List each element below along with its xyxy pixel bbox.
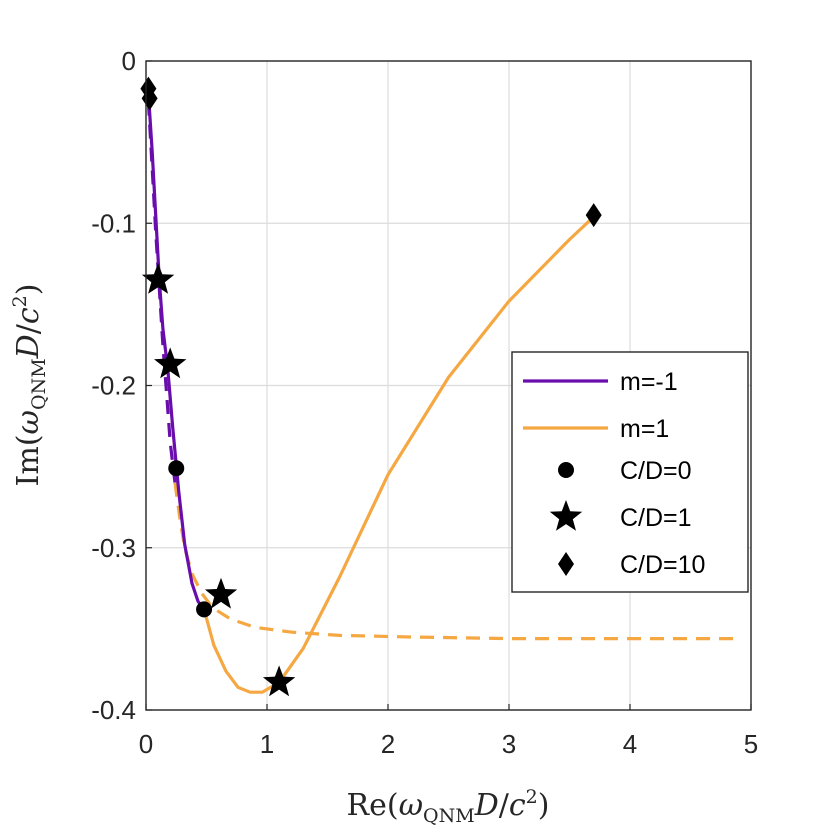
- legend-label: C/D=10: [620, 551, 705, 579]
- x-tick-label: 3: [502, 729, 516, 759]
- diamond-marker: [585, 203, 602, 228]
- legend-label: m=-1: [620, 368, 678, 396]
- svg-text:Im(ωQNMD/c2): Im(ωQNMD/c2): [9, 284, 50, 487]
- y-tick-label: -0.2: [91, 371, 136, 401]
- star-marker: [204, 577, 238, 609]
- star-marker: [262, 665, 296, 697]
- series-lines: [146, 93, 739, 694]
- star-marker: [154, 347, 187, 379]
- tick-labels: 0 1 2 3 4 5 0 -0.1 -0.2 -0.3 -0.4: [91, 46, 758, 759]
- legend-label: m=1: [620, 415, 669, 443]
- circle-marker: [168, 460, 185, 477]
- legend-star-marker: [549, 500, 583, 531]
- star-marker: [141, 263, 175, 294]
- legend-label: C/D=1: [620, 504, 692, 532]
- legend: m=-1 m=1 C/D=0 C/D=1 C/D=10: [511, 351, 749, 593]
- y-tick-label: 0: [122, 46, 136, 76]
- tick-marks: [145, 60, 752, 711]
- legend-circle-marker: [558, 462, 574, 478]
- legend-label: C/D=0: [620, 457, 692, 485]
- svg-text:Re(ωQNMD/c2): Re(ωQNMD/c2): [347, 786, 550, 827]
- y-tick-label: -0.3: [91, 533, 136, 563]
- legend-diamond-marker: [558, 552, 574, 576]
- x-tick-label: 2: [381, 729, 395, 759]
- x-tick-label: 1: [260, 729, 274, 759]
- series-line-m-minus-1: [146, 93, 206, 611]
- y-tick-label: -0.4: [91, 695, 136, 725]
- x-axis-label: Re(ωQNMD/c2): [347, 786, 550, 827]
- series-line-m-plus-1: [202, 215, 595, 694]
- x-tick-label: 4: [623, 729, 637, 759]
- legend-box: [511, 351, 749, 593]
- x-tick-label: 0: [139, 729, 153, 759]
- y-axis-label: Im(ωQNMD/c2): [9, 284, 50, 487]
- x-tick-label: 5: [744, 729, 758, 759]
- circle-marker: [196, 601, 213, 618]
- y-tick-label: -0.1: [91, 208, 136, 238]
